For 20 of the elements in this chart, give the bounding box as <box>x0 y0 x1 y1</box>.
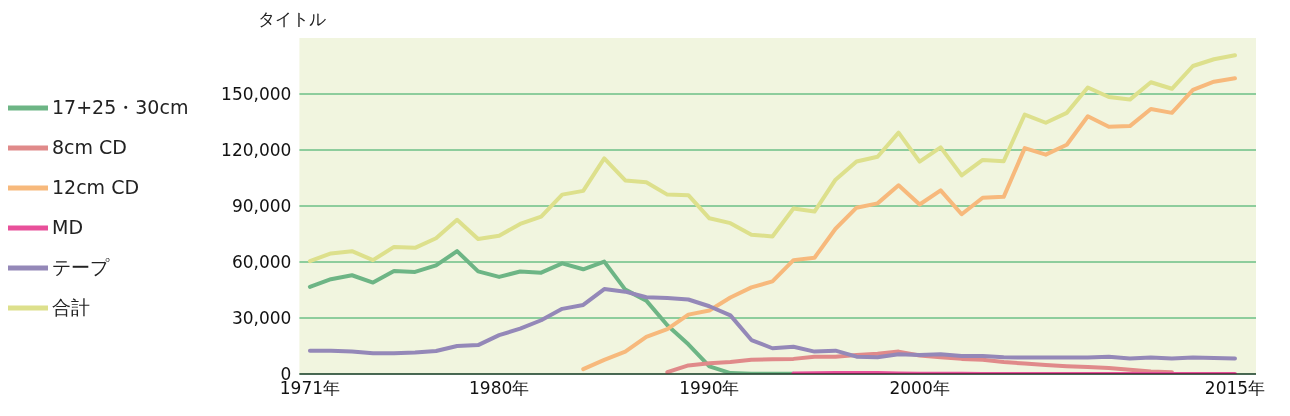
line-series <box>307 287 1237 361</box>
y-axis-title: タイトル <box>258 8 326 31</box>
legend-label: 12cm CD <box>52 175 140 198</box>
legend-label: 17+25・30cm <box>52 95 189 118</box>
x-tick-label: 2015年 <box>1204 378 1266 399</box>
legend-label: 合計 <box>52 295 90 318</box>
y-tick-label: 30,000 <box>231 308 292 329</box>
legend-label: 8cm CD <box>52 135 127 158</box>
x-tick-label: 1980年 <box>469 378 530 399</box>
y-tick-label: 90,000 <box>231 196 292 217</box>
y-tick-label: 150,000 <box>221 84 292 105</box>
legend-label: テープ <box>52 255 109 278</box>
line-series <box>307 53 1237 264</box>
line-series <box>665 349 1174 374</box>
legend-label: MD <box>52 215 84 238</box>
y-tick-label: 60,000 <box>231 252 292 273</box>
y-tick-label: 120,000 <box>221 140 292 161</box>
x-tick-label: 1990年 <box>679 378 740 399</box>
line-series <box>581 76 1237 372</box>
x-tick-label: 2000年 <box>889 378 950 399</box>
